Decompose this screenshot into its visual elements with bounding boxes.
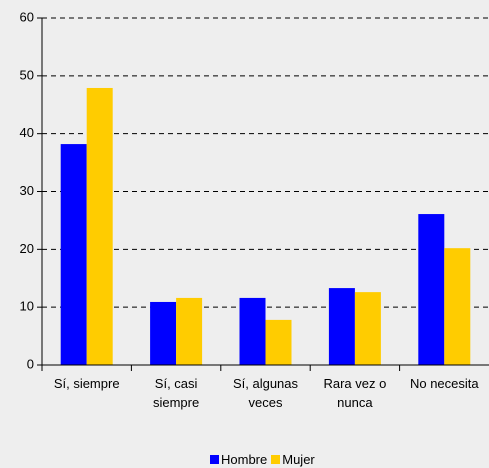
x-tick-label: Sí, casi siempre xyxy=(152,376,200,410)
y-tick-label: 50 xyxy=(20,67,34,82)
bar xyxy=(328,288,355,365)
legend-swatch xyxy=(210,455,219,464)
legend-swatch xyxy=(271,455,281,464)
legend-label: Mujer xyxy=(282,452,315,467)
bar xyxy=(418,214,445,365)
bar xyxy=(354,292,381,365)
y-tick-label: 0 xyxy=(27,356,34,371)
bar xyxy=(239,297,266,365)
y-tick-label: 30 xyxy=(20,183,34,198)
bar xyxy=(86,87,113,365)
x-tick-label: Sí, algunas veces xyxy=(232,376,299,410)
legend-label: Hombre xyxy=(221,452,268,467)
bar xyxy=(150,301,177,365)
bar xyxy=(444,248,471,365)
y-tick-label: 20 xyxy=(20,241,34,256)
bar xyxy=(176,297,203,365)
legend: Hombre Mujer xyxy=(210,452,315,467)
y-tick-label: 60 xyxy=(20,9,34,24)
x-tick-label: Sí, siempre xyxy=(53,376,120,391)
x-tick-label: Rara vez o nunca xyxy=(323,376,387,410)
x-tick-label: No necesita xyxy=(409,376,479,391)
y-tick-label: 10 xyxy=(20,299,34,314)
bar xyxy=(60,144,87,365)
bar xyxy=(265,319,292,365)
y-tick-label: 40 xyxy=(20,125,34,140)
